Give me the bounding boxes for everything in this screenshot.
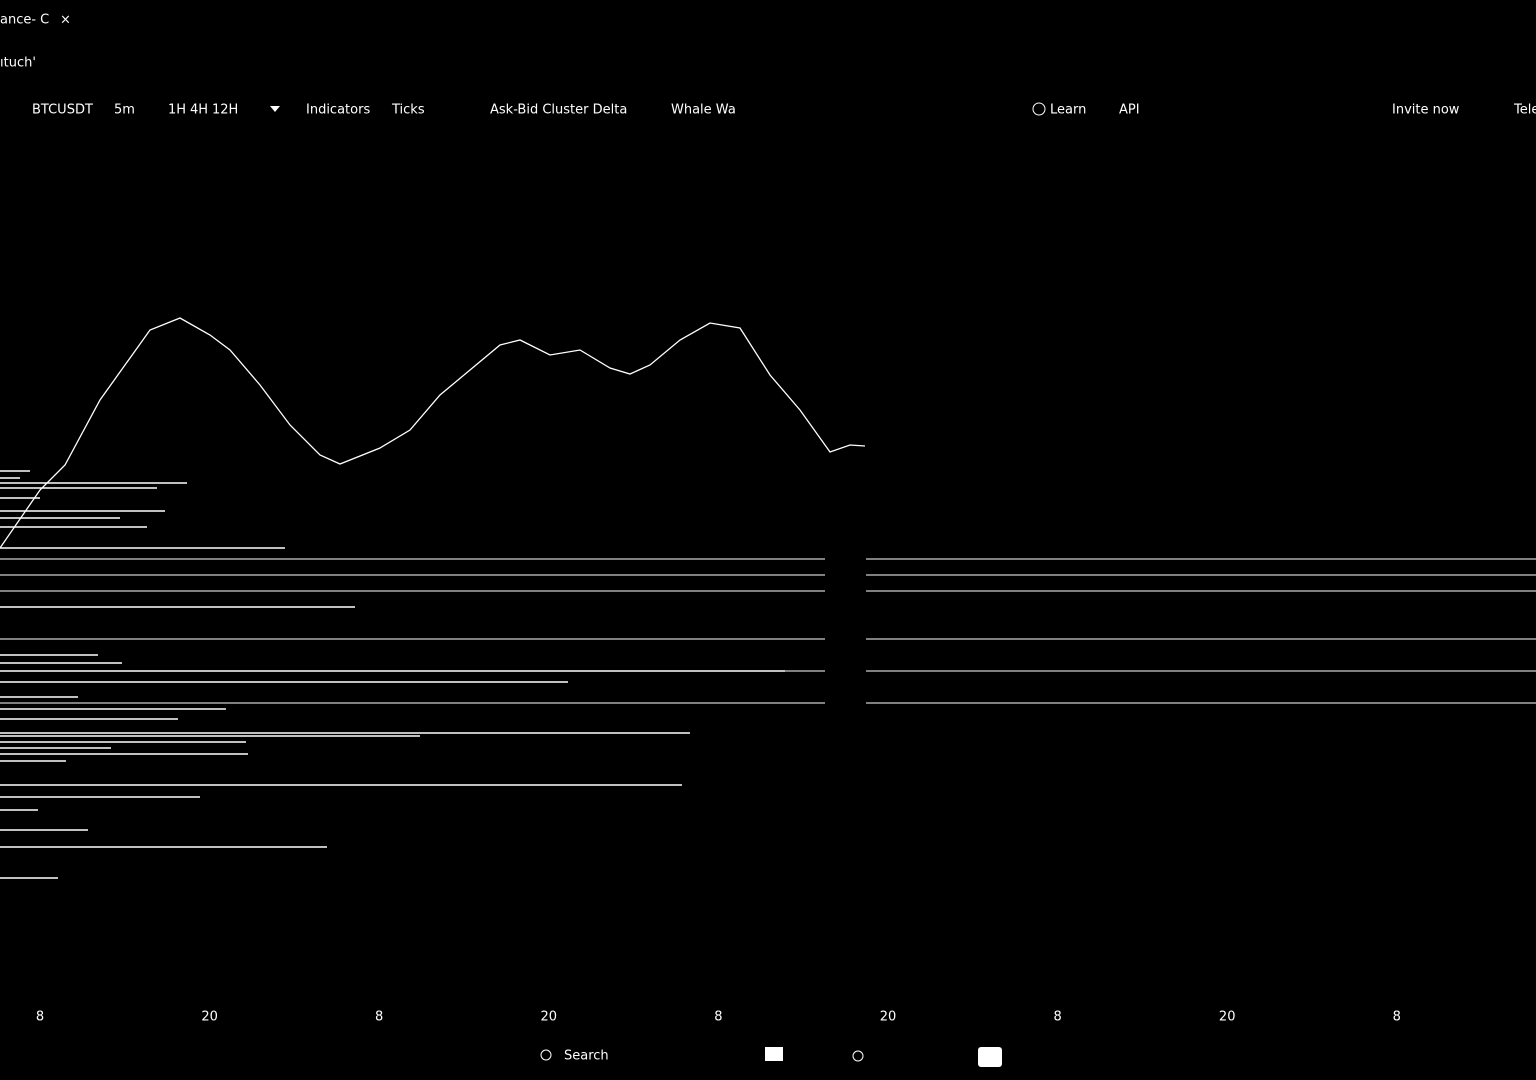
cluster[interactable]: Ask-Bid Cluster Delta: [490, 103, 627, 118]
taskbar-app[interactable]: [852, 1050, 864, 1062]
taskbar-app[interactable]: [978, 1047, 1002, 1067]
interval[interactable]: 4H: [190, 103, 208, 118]
interval[interactable]: 12H: [212, 103, 238, 118]
indicators[interactable]: Indicators: [306, 103, 370, 118]
time-label: 20: [880, 1010, 897, 1025]
invite[interactable]: Invite now: [1392, 103, 1460, 118]
tele[interactable]: Tele: [1513, 103, 1536, 118]
price-line: [0, 317, 866, 549]
time-label: 8: [714, 1010, 722, 1025]
learn-icon: [1032, 102, 1046, 116]
taskbar-search[interactable]: Search: [564, 1049, 609, 1064]
interval[interactable]: 5m: [114, 103, 135, 118]
whale[interactable]: Whale Wa: [671, 103, 736, 118]
time-label: 8: [1393, 1010, 1401, 1025]
address[interactable]: ıtuch': [0, 56, 36, 71]
time-label: 8: [36, 1010, 44, 1025]
time-label: 20: [201, 1010, 218, 1025]
taskbar-app[interactable]: [765, 1047, 783, 1061]
time-label: 8: [375, 1010, 383, 1025]
time-label: 8: [1053, 1010, 1061, 1025]
search-icon: [540, 1049, 552, 1061]
volume-profile: [0, 470, 1536, 879]
dropdown-arrow[interactable]: [270, 106, 280, 112]
tab-close[interactable]: ×: [60, 13, 71, 28]
learn[interactable]: Learn: [1050, 103, 1086, 118]
api[interactable]: API: [1119, 103, 1140, 118]
symbol[interactable]: BTCUSDT: [32, 103, 93, 118]
ticks[interactable]: Ticks: [391, 103, 425, 118]
time-label: 20: [1219, 1010, 1236, 1025]
tab-title[interactable]: ance- C: [0, 13, 49, 28]
time-label: 20: [541, 1010, 558, 1025]
interval[interactable]: 1H: [168, 103, 186, 118]
